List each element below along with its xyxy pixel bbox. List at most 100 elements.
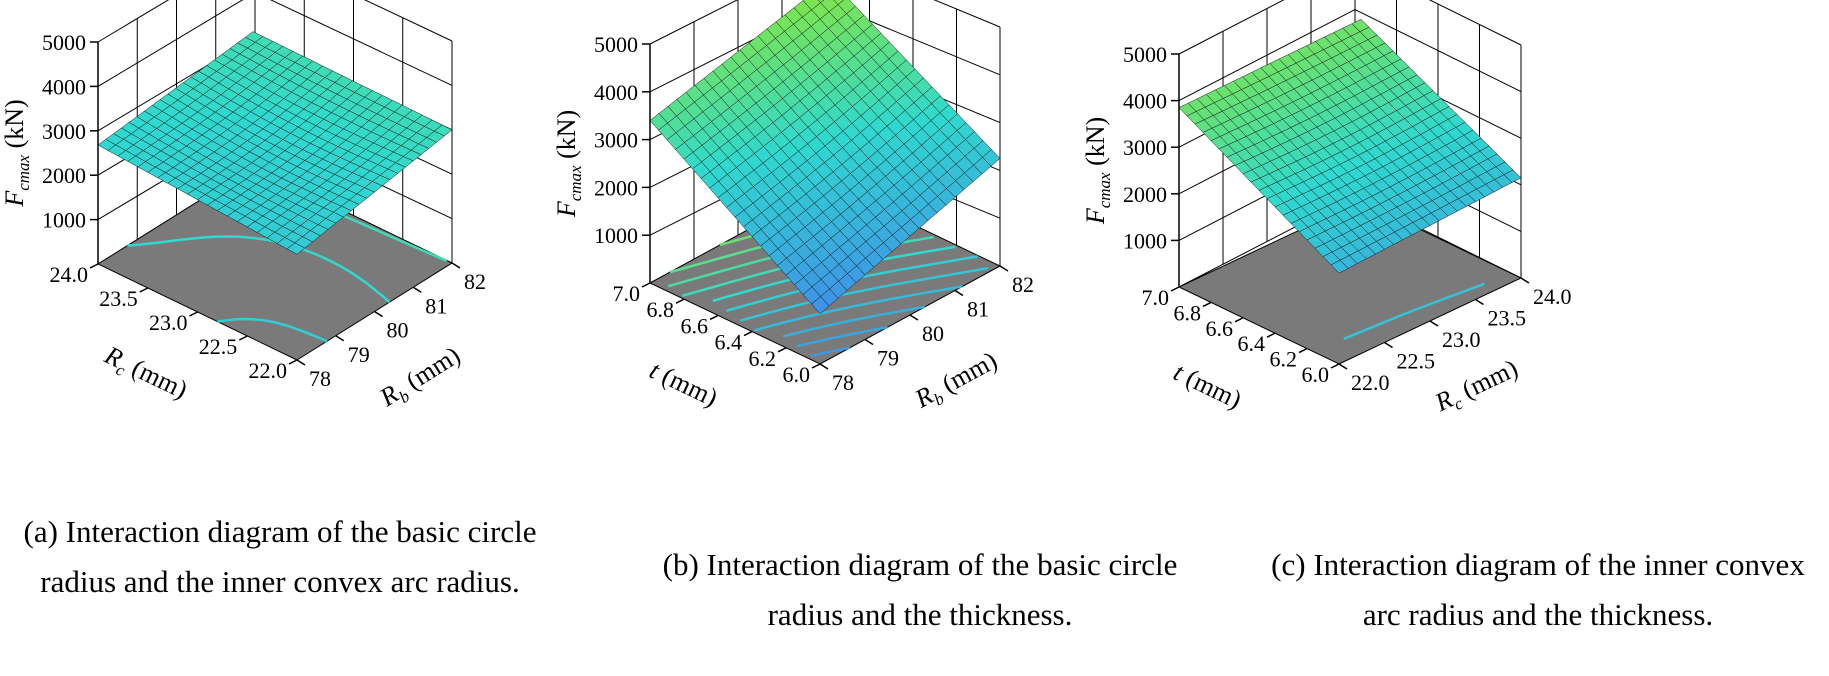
- x-tick-label: 82: [1012, 272, 1034, 297]
- x-tick: [1429, 320, 1439, 327]
- surface-cell: [811, 296, 830, 315]
- x-tick-label: 79: [877, 346, 899, 371]
- response-surface: [1178, 18, 1522, 274]
- wall-grid-line: [649, 0, 1001, 45]
- x-tick: [1475, 298, 1484, 306]
- response-surface: [649, 0, 1001, 315]
- x-tick-label: 80: [387, 318, 409, 343]
- surface-cell: [1330, 259, 1349, 274]
- contour-line: [753, 285, 963, 332]
- x-tick-label: 79: [348, 342, 370, 367]
- y-tick-label: 24.0: [50, 262, 89, 287]
- z-tick-label: 5000: [42, 30, 86, 55]
- surface-cell: [833, 0, 845, 5]
- contour-line: [726, 255, 979, 312]
- x-tick-label: 81: [425, 293, 447, 318]
- x-tick-label: 22.0: [1351, 370, 1390, 395]
- x-tick: [1338, 363, 1348, 370]
- z-tick-label: 1000: [594, 223, 638, 248]
- x-tick: [451, 262, 461, 269]
- x-tick-label: 80: [922, 321, 944, 346]
- y-tick: [811, 363, 821, 369]
- wall-grid-line: [1178, 9, 1522, 102]
- z-axis-label: Fcmax (kN): [0, 99, 33, 207]
- z-axis: 1000 2000 3000 4000 5000 Fcmax (kN): [552, 32, 651, 283]
- x-tick-label: 24.0: [1533, 284, 1572, 309]
- z-axis-label: Fcmax (kN): [1081, 117, 1114, 225]
- surface-cell: [817, 0, 825, 4]
- z-tick-label: 3000: [42, 119, 86, 144]
- caption-c: (c) Interaction diagram of the inner con…: [1271, 547, 1805, 632]
- x-axis-label: Rb (mm): [374, 340, 468, 416]
- x-tick: [1384, 341, 1393, 349]
- y-tick-label: 6.4: [1238, 331, 1266, 356]
- z-tick-label: 4000: [1123, 89, 1167, 114]
- y-tick: [89, 263, 99, 269]
- x-tick: [335, 335, 345, 342]
- x-tick-label: 82: [464, 269, 486, 294]
- y-tick-label: 6.2: [749, 346, 777, 371]
- y-tick: [1234, 317, 1244, 323]
- contour-line: [782, 305, 926, 338]
- wall-grid-line: [97, 0, 453, 87]
- z-axis-label: Fcmax (kN): [552, 110, 585, 218]
- wall-grid-line: [97, 0, 453, 43]
- x-tick-label: 23.0: [1442, 327, 1481, 352]
- caption-a: (a) Interaction diagram of the basic cir…: [23, 514, 537, 599]
- caption-b: (b) Interaction diagram of the basic cir…: [662, 547, 1178, 632]
- y-tick-label: 7.0: [1142, 285, 1170, 310]
- y-tick: [641, 282, 651, 288]
- response-surface: [97, 31, 453, 255]
- contour-line: [739, 266, 989, 322]
- z-axis: 1000 2000 3000 4000 5000 Fcmax (kN): [0, 30, 99, 264]
- z-tick-label: 3000: [1123, 135, 1167, 160]
- contour-line: [796, 326, 888, 348]
- y-tick-label: 23.0: [149, 310, 188, 335]
- y-tick: [238, 335, 248, 341]
- y-tick-label: 6.4: [715, 330, 743, 355]
- y-tick: [139, 287, 149, 293]
- y-axis-label: Rc (mm): [98, 340, 192, 408]
- z-tick-label: 4000: [42, 74, 86, 99]
- x-tick: [909, 314, 919, 321]
- surface-cell: [286, 242, 306, 255]
- y-tick-label: 6.0: [1302, 362, 1330, 387]
- y-tick: [675, 298, 685, 304]
- y-tick-label: 23.5: [99, 286, 138, 311]
- surface-plot-b: 1000 2000 3000 4000 5000 Fcmax (kN) 78 79 80 81 82…: [552, 0, 1034, 418]
- x-tick: [1520, 277, 1530, 284]
- y-tick-label: 6.2: [1270, 347, 1298, 372]
- z-tick-label: 3000: [594, 128, 638, 153]
- z-tick-label: 5000: [594, 32, 638, 57]
- x-tick: [954, 289, 964, 297]
- z-tick-label: 5000: [1123, 42, 1167, 67]
- x-tick: [819, 363, 829, 370]
- x-axis-label: Rb (mm): [909, 346, 1004, 418]
- x-tick: [296, 359, 306, 366]
- y-axis-label: t (mm): [1169, 357, 1246, 414]
- y-tick: [1330, 363, 1340, 369]
- y-tick: [709, 314, 719, 321]
- x-tick-label: 81: [967, 297, 989, 322]
- x-tick: [864, 338, 874, 346]
- x-tick-label: 22.5: [1397, 349, 1436, 374]
- y-tick: [777, 347, 787, 353]
- x-tick-label: 23.5: [1488, 306, 1527, 331]
- z-axis: 1000 2000 3000 4000 5000 Fcmax (kN): [1081, 42, 1180, 287]
- x-tick: [412, 286, 422, 293]
- x-tick: [374, 310, 383, 318]
- x-tick-label: 78: [832, 370, 854, 395]
- y-tick-label: 6.8: [647, 297, 675, 322]
- y-tick: [189, 311, 198, 317]
- y-tick-label: 6.6: [681, 313, 709, 338]
- y-tick: [1298, 347, 1308, 354]
- y-tick-label: 22.0: [249, 358, 288, 383]
- z-tick-label: 2000: [42, 163, 86, 188]
- y-tick-label: 6.6: [1206, 316, 1234, 341]
- contour-line: [810, 346, 851, 358]
- y-tick: [288, 359, 298, 365]
- z-tick-label: 1000: [1123, 228, 1167, 253]
- z-tick-label: 2000: [1123, 182, 1167, 207]
